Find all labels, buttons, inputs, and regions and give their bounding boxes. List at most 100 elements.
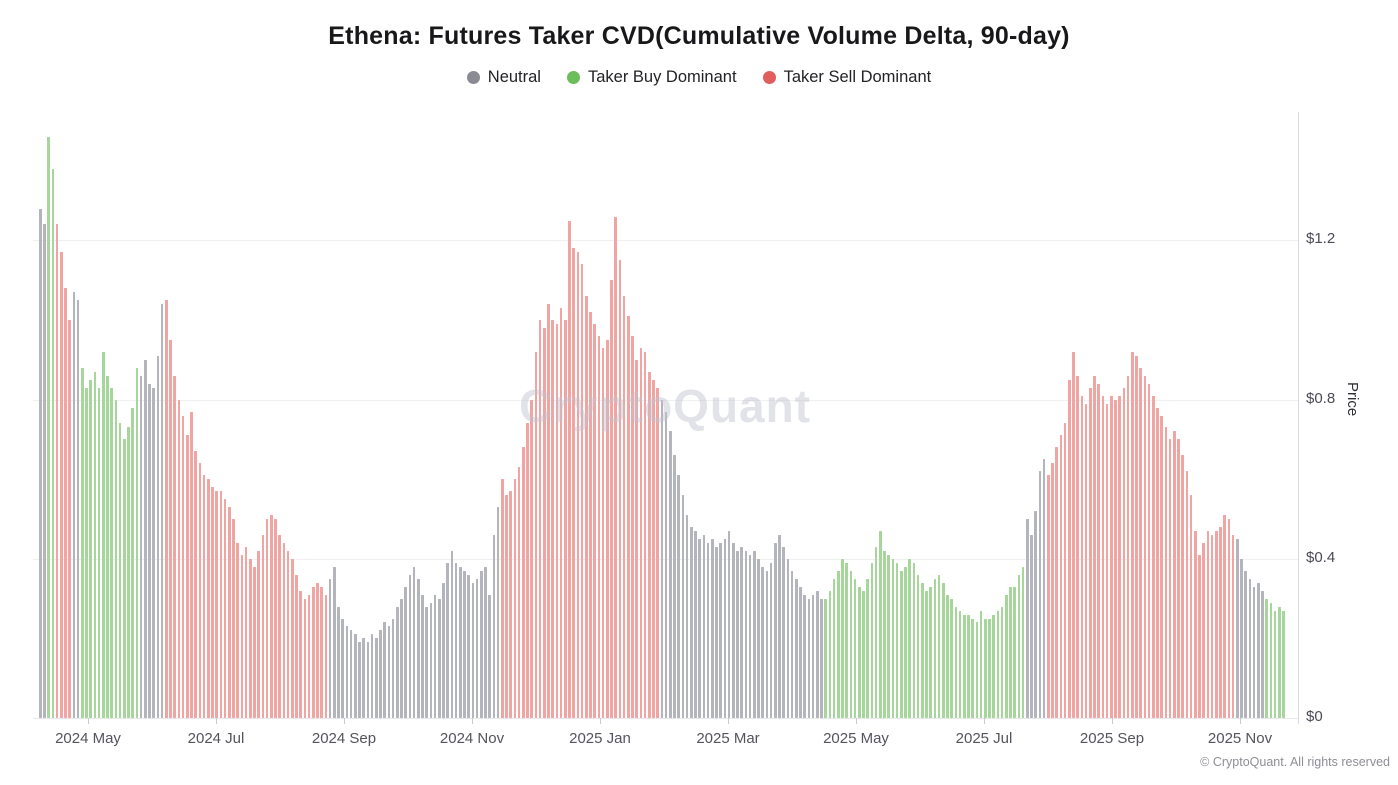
bar-taker_sell_dominant[interactable] bbox=[1168, 439, 1172, 718]
bar-neutral[interactable] bbox=[43, 224, 46, 718]
bar-taker_sell_dominant[interactable] bbox=[568, 220, 571, 718]
bar-neutral[interactable] bbox=[446, 562, 449, 718]
bar-taker_buy_dominant[interactable] bbox=[900, 570, 903, 718]
bar-taker_sell_dominant[interactable] bbox=[211, 487, 214, 718]
bar-taker_buy_dominant[interactable] bbox=[975, 622, 979, 718]
bar-taker_buy_dominant[interactable] bbox=[946, 594, 949, 718]
bar-taker_buy_dominant[interactable] bbox=[912, 562, 916, 718]
bar-taker_sell_dominant[interactable] bbox=[1185, 471, 1189, 718]
bar-taker_buy_dominant[interactable] bbox=[849, 570, 853, 718]
bar-taker_buy_dominant[interactable] bbox=[1013, 586, 1016, 718]
bar-taker_buy_dominant[interactable] bbox=[929, 586, 932, 718]
bar-taker_sell_dominant[interactable] bbox=[1147, 383, 1151, 718]
bar-taker_sell_dominant[interactable] bbox=[534, 351, 538, 718]
bar-taker_sell_dominant[interactable] bbox=[55, 224, 59, 718]
bar-taker_sell_dominant[interactable] bbox=[1135, 355, 1138, 718]
bar-taker_sell_dominant[interactable] bbox=[1177, 439, 1180, 718]
bar-taker_sell_dominant[interactable] bbox=[1089, 387, 1092, 718]
bar-taker_sell_dominant[interactable] bbox=[513, 479, 517, 718]
bar-taker_sell_dominant[interactable] bbox=[538, 320, 542, 718]
bar-neutral[interactable] bbox=[450, 550, 454, 718]
bar-neutral[interactable] bbox=[328, 578, 332, 718]
bar-taker_buy_dominant[interactable] bbox=[992, 614, 995, 718]
bar-neutral[interactable] bbox=[681, 495, 685, 718]
bar-neutral[interactable] bbox=[761, 566, 764, 718]
bar-taker_buy_dominant[interactable] bbox=[950, 598, 953, 718]
bar-taker_buy_dominant[interactable] bbox=[979, 610, 983, 718]
bar-taker_sell_dominant[interactable] bbox=[173, 375, 176, 718]
bar-taker_sell_dominant[interactable] bbox=[543, 327, 546, 718]
bar-neutral[interactable] bbox=[727, 530, 731, 718]
bar-taker_sell_dominant[interactable] bbox=[1210, 534, 1214, 718]
bar-neutral[interactable] bbox=[421, 594, 424, 718]
bar-taker_buy_dominant[interactable] bbox=[891, 558, 895, 718]
bar-neutral[interactable] bbox=[774, 542, 777, 718]
bar-taker_sell_dominant[interactable] bbox=[244, 546, 248, 718]
bar-taker_buy_dominant[interactable] bbox=[51, 168, 55, 718]
bar-taker_buy_dominant[interactable] bbox=[127, 427, 130, 718]
bar-taker_sell_dominant[interactable] bbox=[320, 586, 323, 718]
bar-taker_sell_dominant[interactable] bbox=[1198, 554, 1201, 718]
bar-taker_buy_dominant[interactable] bbox=[832, 578, 836, 718]
bar-neutral[interactable] bbox=[706, 542, 710, 718]
bar-taker_sell_dominant[interactable] bbox=[186, 435, 189, 718]
bar-neutral[interactable] bbox=[765, 570, 769, 718]
bar-taker_buy_dominant[interactable] bbox=[866, 578, 869, 718]
bar-neutral[interactable] bbox=[333, 566, 336, 718]
bar-taker_buy_dominant[interactable] bbox=[85, 387, 88, 718]
bar-taker_sell_dominant[interactable] bbox=[1080, 395, 1084, 718]
bar-taker_buy_dominant[interactable] bbox=[895, 562, 899, 718]
bar-neutral[interactable] bbox=[1038, 471, 1042, 718]
bar-neutral[interactable] bbox=[1252, 586, 1256, 718]
bar-taker_sell_dominant[interactable] bbox=[631, 335, 634, 718]
bar-neutral[interactable] bbox=[1261, 590, 1264, 718]
bar-neutral[interactable] bbox=[782, 546, 785, 718]
bar-taker_sell_dominant[interactable] bbox=[501, 479, 504, 718]
bar-taker_sell_dominant[interactable] bbox=[606, 339, 609, 718]
bar-taker_sell_dominant[interactable] bbox=[261, 534, 265, 718]
bar-taker_sell_dominant[interactable] bbox=[1189, 495, 1193, 718]
bar-neutral[interactable] bbox=[1244, 570, 1247, 718]
bar-taker_sell_dominant[interactable] bbox=[1202, 542, 1205, 718]
bar-neutral[interactable] bbox=[429, 602, 433, 718]
legend-item-neutral[interactable]: Neutral bbox=[466, 68, 541, 87]
bar-taker_sell_dominant[interactable] bbox=[601, 347, 605, 718]
bar-taker_sell_dominant[interactable] bbox=[1114, 399, 1117, 718]
bar-taker_sell_dominant[interactable] bbox=[1131, 351, 1134, 718]
bar-taker_sell_dominant[interactable] bbox=[505, 495, 508, 718]
bar-neutral[interactable] bbox=[496, 507, 500, 718]
bar-taker_buy_dominant[interactable] bbox=[853, 578, 857, 718]
bar-taker_sell_dominant[interactable] bbox=[169, 339, 172, 718]
bar-neutral[interactable] bbox=[467, 574, 470, 718]
legend-item-taker_sell_dominant[interactable]: Taker Sell Dominant bbox=[762, 68, 931, 87]
bar-neutral[interactable] bbox=[1042, 459, 1046, 718]
bar-taker_sell_dominant[interactable] bbox=[274, 519, 277, 718]
bar-taker_sell_dominant[interactable] bbox=[555, 323, 559, 718]
bar-neutral[interactable] bbox=[1257, 582, 1260, 718]
bar-taker_sell_dominant[interactable] bbox=[1206, 530, 1210, 718]
bar-taker_buy_dominant[interactable] bbox=[967, 614, 970, 718]
bar-taker_sell_dominant[interactable] bbox=[576, 252, 580, 718]
bar-neutral[interactable] bbox=[795, 578, 798, 718]
bar-taker_buy_dominant[interactable] bbox=[89, 379, 92, 718]
bar-taker_buy_dominant[interactable] bbox=[858, 586, 861, 718]
bar-taker_buy_dominant[interactable] bbox=[102, 351, 105, 718]
bar-taker_sell_dominant[interactable] bbox=[291, 558, 294, 718]
bar-neutral[interactable] bbox=[660, 399, 664, 718]
bar-taker_sell_dominant[interactable] bbox=[257, 550, 260, 718]
bar-neutral[interactable] bbox=[757, 558, 760, 718]
bar-taker_buy_dominant[interactable] bbox=[118, 423, 122, 718]
bar-taker_buy_dominant[interactable] bbox=[954, 606, 958, 718]
bar-taker_sell_dominant[interactable] bbox=[1126, 375, 1130, 718]
bar-neutral[interactable] bbox=[144, 359, 147, 718]
bar-taker_sell_dominant[interactable] bbox=[249, 558, 252, 718]
bar-taker_sell_dominant[interactable] bbox=[215, 491, 218, 718]
bar-taker_buy_dominant[interactable] bbox=[1265, 598, 1268, 718]
bar-taker_sell_dominant[interactable] bbox=[648, 371, 651, 718]
bar-neutral[interactable] bbox=[740, 546, 743, 718]
bar-neutral[interactable] bbox=[471, 582, 475, 718]
bar-taker_sell_dominant[interactable] bbox=[585, 296, 588, 718]
bar-neutral[interactable] bbox=[366, 642, 370, 718]
bar-neutral[interactable] bbox=[160, 304, 164, 718]
